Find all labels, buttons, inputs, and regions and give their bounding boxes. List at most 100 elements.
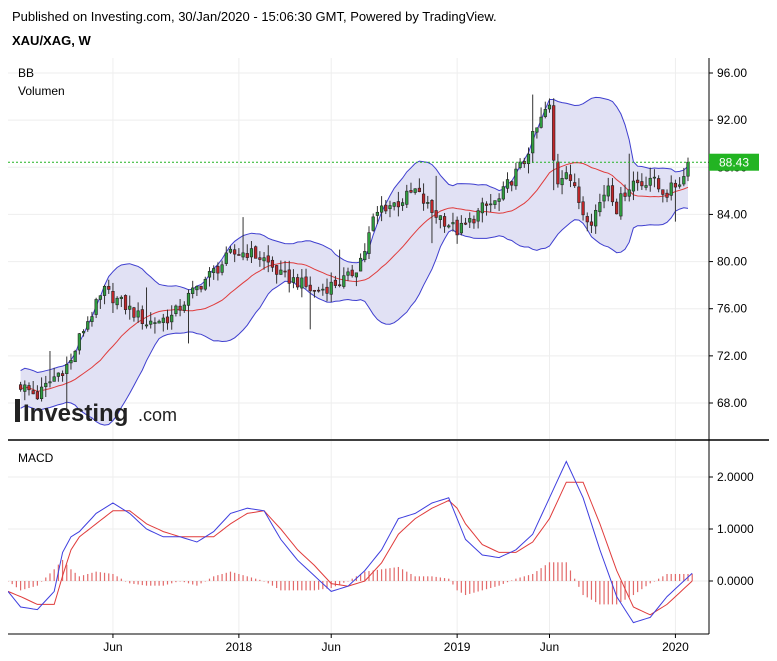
candle-body [241,252,245,258]
histogram-bar [506,581,509,583]
last-price-label: 88.43 [719,156,749,170]
histogram-bar [217,575,219,581]
histogram-bar [502,581,504,584]
candle-body [531,131,535,154]
histogram-bar [490,581,492,589]
candle-body [102,285,107,296]
histogram-bar [45,577,47,581]
histogram-bar [229,571,232,581]
candle-body [165,316,170,324]
histogram-bar [674,573,677,581]
price-tick-label: 92.00 [717,113,747,127]
candle-body [606,185,610,197]
histogram-bar [422,576,425,581]
price-tick-label: 84.00 [717,207,747,221]
candle [610,178,615,206]
candle-body [669,182,673,196]
candle-body [44,382,48,387]
candle [27,382,31,396]
candle [191,280,195,299]
histogram-bar [401,569,404,581]
candle [648,167,652,192]
candle-body [438,215,442,220]
candle-body [52,376,56,382]
candlestick-series [18,94,690,411]
candle-body [447,225,451,228]
histogram-bar [133,581,135,584]
candle-body [90,316,94,323]
candle-body [476,210,480,222]
histogram-bar [276,581,278,589]
candle-body [144,324,149,327]
histogram-bar [208,578,211,581]
candle [279,260,283,275]
candle-body [258,257,262,260]
candle-body [568,174,573,181]
candle [489,194,493,213]
candle-body [539,116,543,128]
candle [102,284,107,305]
candle-body [484,203,489,206]
candle-body [123,295,128,310]
candle [262,252,266,270]
histogram-bar [683,573,685,581]
candle-body [107,286,111,290]
histogram-bar [691,573,693,581]
histogram-bar [53,569,55,581]
histogram-bar [334,581,337,587]
candle [157,319,161,324]
histogram-bar [66,564,68,581]
histogram-bar [494,581,496,587]
histogram-bar [74,572,76,581]
histogram-bar [284,581,286,591]
histogram-bar [246,576,248,581]
histogram-bar [578,581,580,587]
histogram-bar [385,568,387,581]
candle-body [627,189,631,197]
histogram-bar [443,578,446,581]
price-tick-label: 72.00 [717,349,747,363]
candle [90,311,94,327]
histogram-bar [49,573,51,581]
histogram-bar [393,567,395,581]
histogram-bar [544,565,546,581]
histogram-bar [271,581,274,586]
histogram-bar [330,581,332,589]
histogram-bar [124,581,127,582]
histogram-bar [70,569,72,581]
histogram-bar [645,581,647,587]
candle-body [283,270,287,273]
candle-body [195,285,199,291]
histogram-bar [91,572,93,581]
candle [627,153,631,202]
histogram-bar [8,581,9,582]
candle-body [363,251,367,261]
histogram-bar [561,562,563,581]
candle [434,175,438,224]
macd-line [8,460,693,624]
candle [543,101,547,119]
histogram-bar [469,581,471,594]
candle [65,356,69,411]
candle-body [472,218,476,224]
candle [678,177,682,189]
histogram-bar [32,581,34,587]
candle-body [350,269,354,277]
histogram-bar [339,581,341,585]
candle-body [220,264,224,273]
candle [619,186,623,220]
histogram-bar [376,569,378,581]
candle-body [178,305,182,311]
candle [661,189,665,203]
histogram-bar [343,581,345,583]
histogram-bar [326,581,328,589]
candle-body [455,219,459,236]
candle-body [396,201,400,208]
last-price-badge: 88.43 [709,153,759,171]
candle [577,178,581,210]
candle-body [678,184,682,187]
candle-body [409,190,413,193]
candle-body [56,372,60,377]
histogram-bar [389,568,391,581]
